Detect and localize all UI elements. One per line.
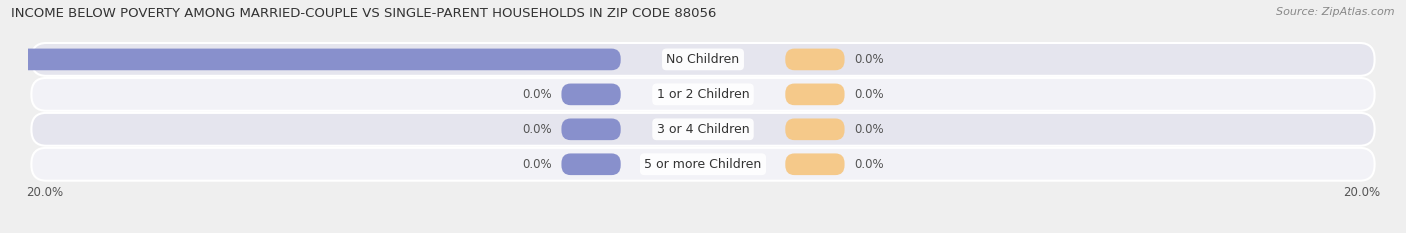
- FancyBboxPatch shape: [786, 118, 845, 140]
- FancyBboxPatch shape: [786, 49, 845, 70]
- FancyBboxPatch shape: [31, 113, 1375, 146]
- FancyBboxPatch shape: [31, 78, 1375, 111]
- Text: No Children: No Children: [666, 53, 740, 66]
- FancyBboxPatch shape: [31, 148, 1375, 181]
- FancyBboxPatch shape: [0, 49, 620, 70]
- Text: 0.0%: 0.0%: [855, 123, 884, 136]
- FancyBboxPatch shape: [31, 43, 1375, 76]
- Text: Source: ZipAtlas.com: Source: ZipAtlas.com: [1277, 7, 1395, 17]
- FancyBboxPatch shape: [561, 83, 620, 105]
- FancyBboxPatch shape: [561, 118, 620, 140]
- Text: 0.0%: 0.0%: [855, 88, 884, 101]
- Text: 0.0%: 0.0%: [522, 88, 551, 101]
- FancyBboxPatch shape: [786, 83, 845, 105]
- Text: INCOME BELOW POVERTY AMONG MARRIED-COUPLE VS SINGLE-PARENT HOUSEHOLDS IN ZIP COD: INCOME BELOW POVERTY AMONG MARRIED-COUPL…: [11, 7, 717, 20]
- FancyBboxPatch shape: [786, 153, 845, 175]
- Text: 0.0%: 0.0%: [855, 53, 884, 66]
- Legend: Married Couples, Single Parents: Married Couples, Single Parents: [583, 230, 823, 233]
- Text: 0.0%: 0.0%: [522, 123, 551, 136]
- FancyBboxPatch shape: [561, 153, 620, 175]
- Text: 1 or 2 Children: 1 or 2 Children: [657, 88, 749, 101]
- Text: 0.0%: 0.0%: [522, 158, 551, 171]
- Text: 5 or more Children: 5 or more Children: [644, 158, 762, 171]
- Text: 0.0%: 0.0%: [855, 158, 884, 171]
- Text: 3 or 4 Children: 3 or 4 Children: [657, 123, 749, 136]
